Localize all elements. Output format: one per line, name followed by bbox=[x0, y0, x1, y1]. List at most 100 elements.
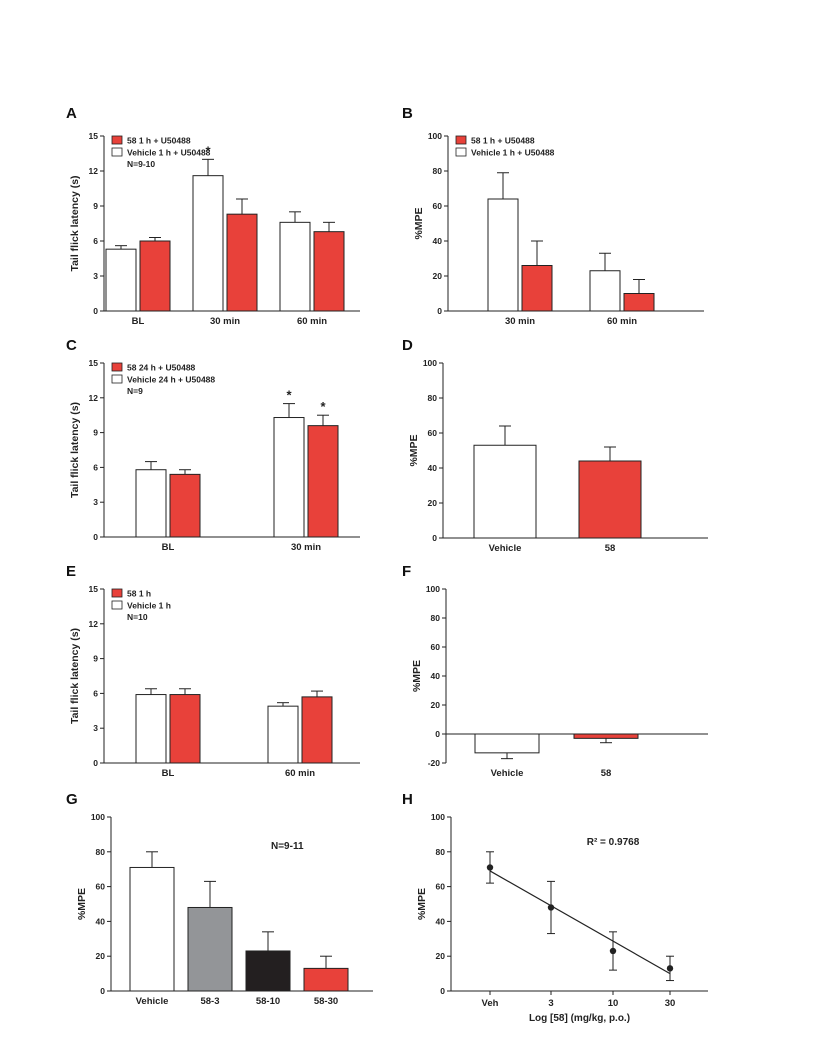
legend-swatch bbox=[455, 135, 467, 145]
panel-label: D bbox=[402, 337, 413, 354]
x-tick-label: 60 min bbox=[607, 316, 637, 327]
legend-entry: 58 1 h bbox=[127, 589, 151, 599]
y-tick-label: 15 bbox=[89, 358, 99, 368]
y-tick-label: 100 bbox=[91, 812, 105, 822]
bar bbox=[473, 444, 537, 539]
y-axis-label: %MPE bbox=[413, 207, 425, 239]
legend-entry: Vehicle 24 h + U50488 bbox=[127, 375, 215, 385]
chart-panel-b: B 0 20 40 60 80 100 %MPE 30 min 60 min 58 1 h + U5… bbox=[402, 105, 704, 327]
y-tick-label: 40 bbox=[428, 463, 438, 473]
panel-label: G bbox=[66, 791, 78, 808]
r-squared-annotation: R² = 0.9768 bbox=[587, 837, 640, 848]
significance-star: * bbox=[286, 388, 292, 403]
y-tick-label: 12 bbox=[89, 619, 99, 629]
y-axis-label: Tail flick latency (s) bbox=[69, 402, 81, 498]
y-tick-label: 20 bbox=[96, 951, 106, 961]
y-tick-label: 80 bbox=[436, 847, 446, 857]
x-tick-label: 58-3 bbox=[200, 996, 219, 1007]
legend-swatch bbox=[455, 147, 467, 157]
y-tick-label: 80 bbox=[433, 166, 443, 176]
data-point bbox=[666, 965, 674, 972]
y-tick-label: 40 bbox=[431, 671, 441, 681]
y-tick-label: 0 bbox=[432, 533, 437, 543]
significance-star: * bbox=[205, 143, 211, 158]
y-tick-label: 20 bbox=[433, 271, 443, 281]
data-point bbox=[547, 904, 555, 911]
y-axis-label: %MPE bbox=[408, 434, 420, 466]
bar bbox=[135, 694, 167, 764]
x-tick-label: 30 min bbox=[210, 316, 240, 327]
y-tick-label: 40 bbox=[433, 236, 443, 246]
legend-entry: Vehicle 1 h + U50488 bbox=[127, 148, 211, 158]
bar bbox=[623, 293, 655, 312]
y-tick-label: 6 bbox=[93, 462, 98, 472]
bar bbox=[573, 733, 639, 739]
x-tick-label: Vehicle bbox=[136, 996, 169, 1007]
y-tick-label: 20 bbox=[428, 498, 438, 508]
bar bbox=[578, 460, 642, 539]
y-tick-label: 60 bbox=[428, 428, 438, 438]
legend-entry: Vehicle 1 h + U50488 bbox=[471, 148, 555, 158]
bar bbox=[192, 175, 224, 312]
x-tick-label: Vehicle bbox=[491, 768, 524, 779]
x-tick-label: BL bbox=[132, 316, 145, 327]
y-tick-label: 100 bbox=[428, 131, 442, 141]
significance-star: * bbox=[320, 399, 326, 414]
y-tick-label: 3 bbox=[93, 497, 98, 507]
y-tick-label: 80 bbox=[96, 847, 106, 857]
chart-panel-h: H 0 20 40 60 80 100 %MPE Veh 3 10 30 Log [58] (mg/kg… bbox=[402, 791, 708, 1024]
chart-panel-f: F -20 0 20 40 60 80 100 %MPE Vehicle 58 bbox=[402, 563, 708, 779]
bar bbox=[474, 733, 540, 754]
x-tick-label: Vehicle bbox=[489, 543, 522, 554]
y-tick-label: 6 bbox=[93, 688, 98, 698]
panel-label: H bbox=[402, 791, 413, 808]
y-tick-label: 6 bbox=[93, 236, 98, 246]
bar bbox=[245, 950, 291, 992]
x-tick-label: 58 bbox=[605, 543, 616, 554]
x-tick-label: 58-30 bbox=[314, 996, 338, 1007]
bar bbox=[303, 967, 349, 992]
data-point bbox=[609, 947, 617, 955]
chart-panel-e: E 0 3 6 9 12 15 Tail flick latency (s) BL 60 min 5… bbox=[66, 563, 360, 779]
bar bbox=[135, 469, 167, 538]
panel-label: F bbox=[402, 563, 411, 580]
bar bbox=[139, 240, 171, 312]
y-tick-label: 15 bbox=[89, 584, 99, 594]
y-tick-label: 80 bbox=[431, 613, 441, 623]
x-tick-label: 30 min bbox=[505, 316, 535, 327]
legend-entry: 58 1 h + U50488 bbox=[127, 136, 191, 146]
bar bbox=[187, 906, 233, 992]
legend-entry: Vehicle 1 h bbox=[127, 601, 171, 611]
y-tick-label: 20 bbox=[436, 951, 446, 961]
y-tick-label: 3 bbox=[93, 723, 98, 733]
y-tick-label: 0 bbox=[435, 729, 440, 739]
x-tick-label: 30 min bbox=[291, 542, 321, 553]
legend-swatch bbox=[111, 600, 123, 610]
bar bbox=[307, 425, 339, 538]
legend-swatch bbox=[111, 147, 123, 157]
bar bbox=[226, 213, 258, 312]
x-axis-label: Log [58] (mg/kg, p.o.) bbox=[529, 1013, 630, 1024]
x-tick-label: Veh bbox=[482, 998, 499, 1009]
y-tick-label: 12 bbox=[89, 166, 99, 176]
y-tick-label: 40 bbox=[436, 916, 446, 926]
y-tick-label: 15 bbox=[89, 131, 99, 141]
x-tick-label: BL bbox=[162, 768, 175, 779]
y-tick-label: 9 bbox=[93, 428, 98, 438]
legend-swatch bbox=[111, 362, 123, 372]
y-tick-label: 60 bbox=[431, 642, 441, 652]
bar bbox=[273, 417, 305, 538]
legend-entry: 58 24 h + U50488 bbox=[127, 363, 196, 373]
y-tick-label: 3 bbox=[93, 271, 98, 281]
y-axis-label: Tail flick latency (s) bbox=[69, 175, 81, 271]
bar bbox=[487, 198, 519, 312]
bar bbox=[267, 705, 299, 764]
chart-panel-d: D 0 20 40 60 80 100 %MPE Vehicle 58 bbox=[402, 337, 708, 554]
x-tick-label: 10 bbox=[608, 998, 619, 1009]
legend-swatch bbox=[111, 374, 123, 384]
bar bbox=[313, 231, 345, 312]
bar bbox=[169, 694, 201, 764]
sample-size-note: N=10 bbox=[127, 612, 148, 622]
y-tick-label: 9 bbox=[93, 654, 98, 664]
